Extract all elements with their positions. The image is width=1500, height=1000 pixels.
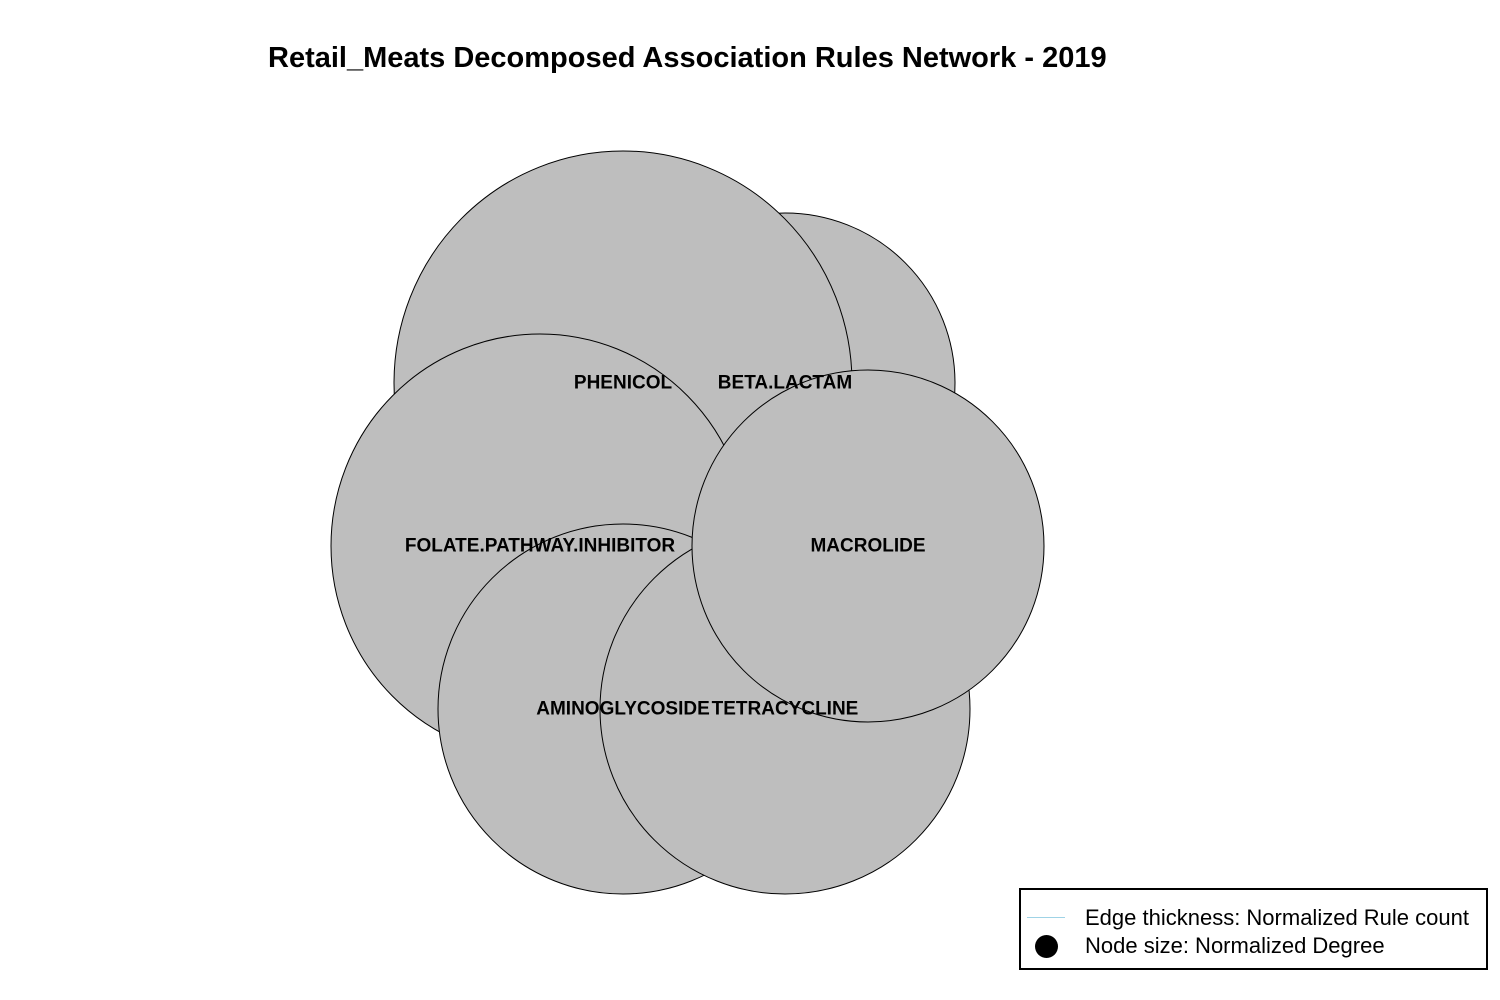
node-label-tetracycline: TETRACYCLINE xyxy=(712,699,859,720)
chart-title: Retail_Meats Decomposed Association Rule… xyxy=(268,42,1107,74)
node-label-aminoglycoside: AMINOGLYCOSIDE xyxy=(536,699,710,720)
node-label-beta-lactam: BETA.LACTAM xyxy=(718,373,852,394)
node-labels: PHENICOL BETA.LACTAM FOLATE.PATHWAY.INHIBI… xyxy=(405,373,926,720)
edge-line-icon xyxy=(1027,917,1065,918)
legend: Edge thickness: Normalized Rule count No… xyxy=(1019,888,1488,970)
node-dot-icon xyxy=(1035,935,1058,958)
node-label-macrolide: MACROLIDE xyxy=(810,536,925,557)
legend-node-row: Node size: Normalized Degree xyxy=(1021,932,1385,960)
legend-node-label: Node size: Normalized Degree xyxy=(1085,933,1385,958)
node-macrolide xyxy=(691,369,1045,723)
node-label-folate-pathway-inhibitor: FOLATE.PATHWAY.INHIBITOR xyxy=(405,536,676,557)
legend-edge-row: Edge thickness: Normalized Rule count xyxy=(1021,904,1469,932)
legend-edge-label: Edge thickness: Normalized Rule count xyxy=(1085,905,1469,930)
node-circles xyxy=(330,150,1045,895)
node-label-phenicol: PHENICOL xyxy=(574,373,673,394)
